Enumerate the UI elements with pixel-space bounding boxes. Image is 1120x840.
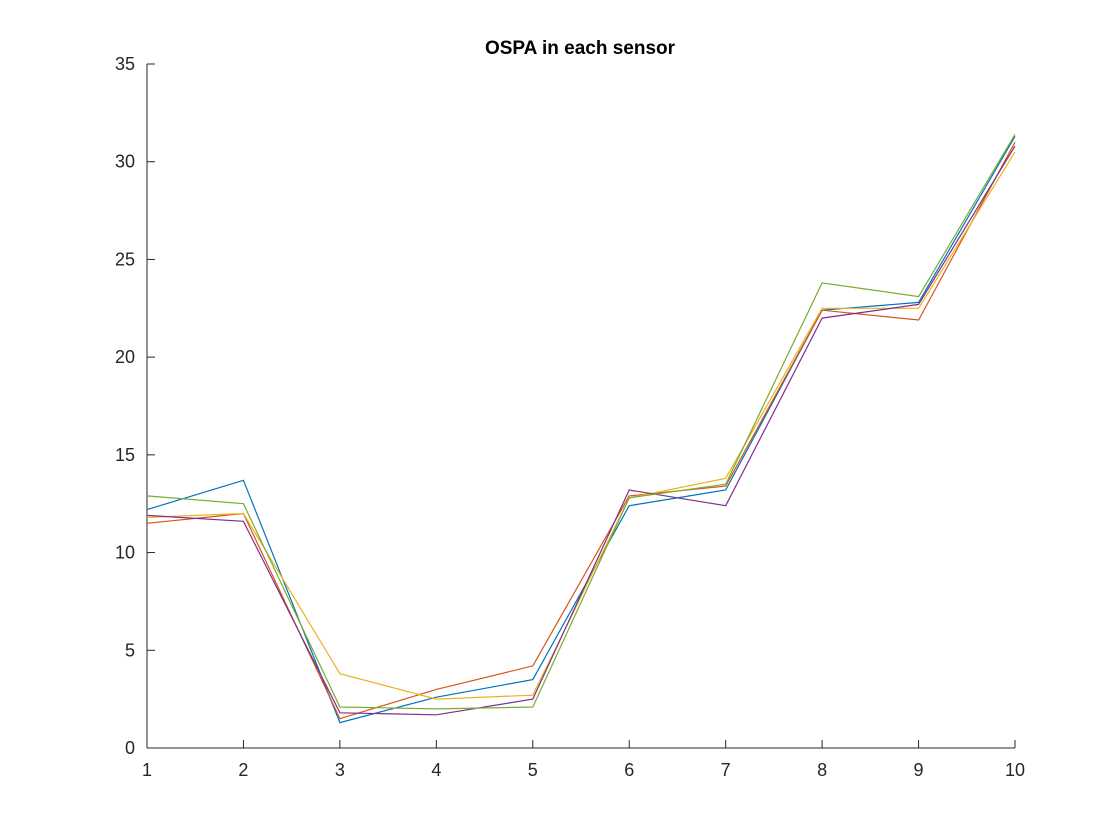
series-line-5 <box>146 134 1016 710</box>
x-tick-label: 1 <box>142 760 152 780</box>
axes: 1 2 3 4 5 6 7 8 9 10 0 5 10 15 20 25 30 35 <box>115 54 1025 780</box>
y-tick-label: 5 <box>125 640 135 660</box>
x-tick-label: 6 <box>624 760 634 780</box>
y-tick-label: 25 <box>115 249 135 269</box>
series-line-1 <box>146 135 1016 724</box>
x-tick-label: 4 <box>431 760 441 780</box>
y-tick-label: 15 <box>115 445 135 465</box>
series-line-2 <box>146 141 1016 720</box>
y-tick-label: 30 <box>115 152 135 172</box>
series-line-3 <box>146 151 1016 700</box>
y-tick-label: 10 <box>115 543 135 563</box>
x-tick-label: 3 <box>335 760 345 780</box>
x-tick-label: 7 <box>721 760 731 780</box>
series-layer <box>146 134 1016 724</box>
y-tick-label: 0 <box>125 738 135 758</box>
y-tick-label: 35 <box>115 54 135 74</box>
y-tick-label: 20 <box>115 347 135 367</box>
series-line-4 <box>146 145 1016 716</box>
chart-title: OSPA in each sensor <box>485 38 676 59</box>
x-tick-label: 5 <box>528 760 538 780</box>
x-tick-label: 9 <box>914 760 924 780</box>
x-tick-label: 10 <box>1005 760 1025 780</box>
x-tick-label: 8 <box>817 760 827 780</box>
x-tick-label: 2 <box>238 760 248 780</box>
